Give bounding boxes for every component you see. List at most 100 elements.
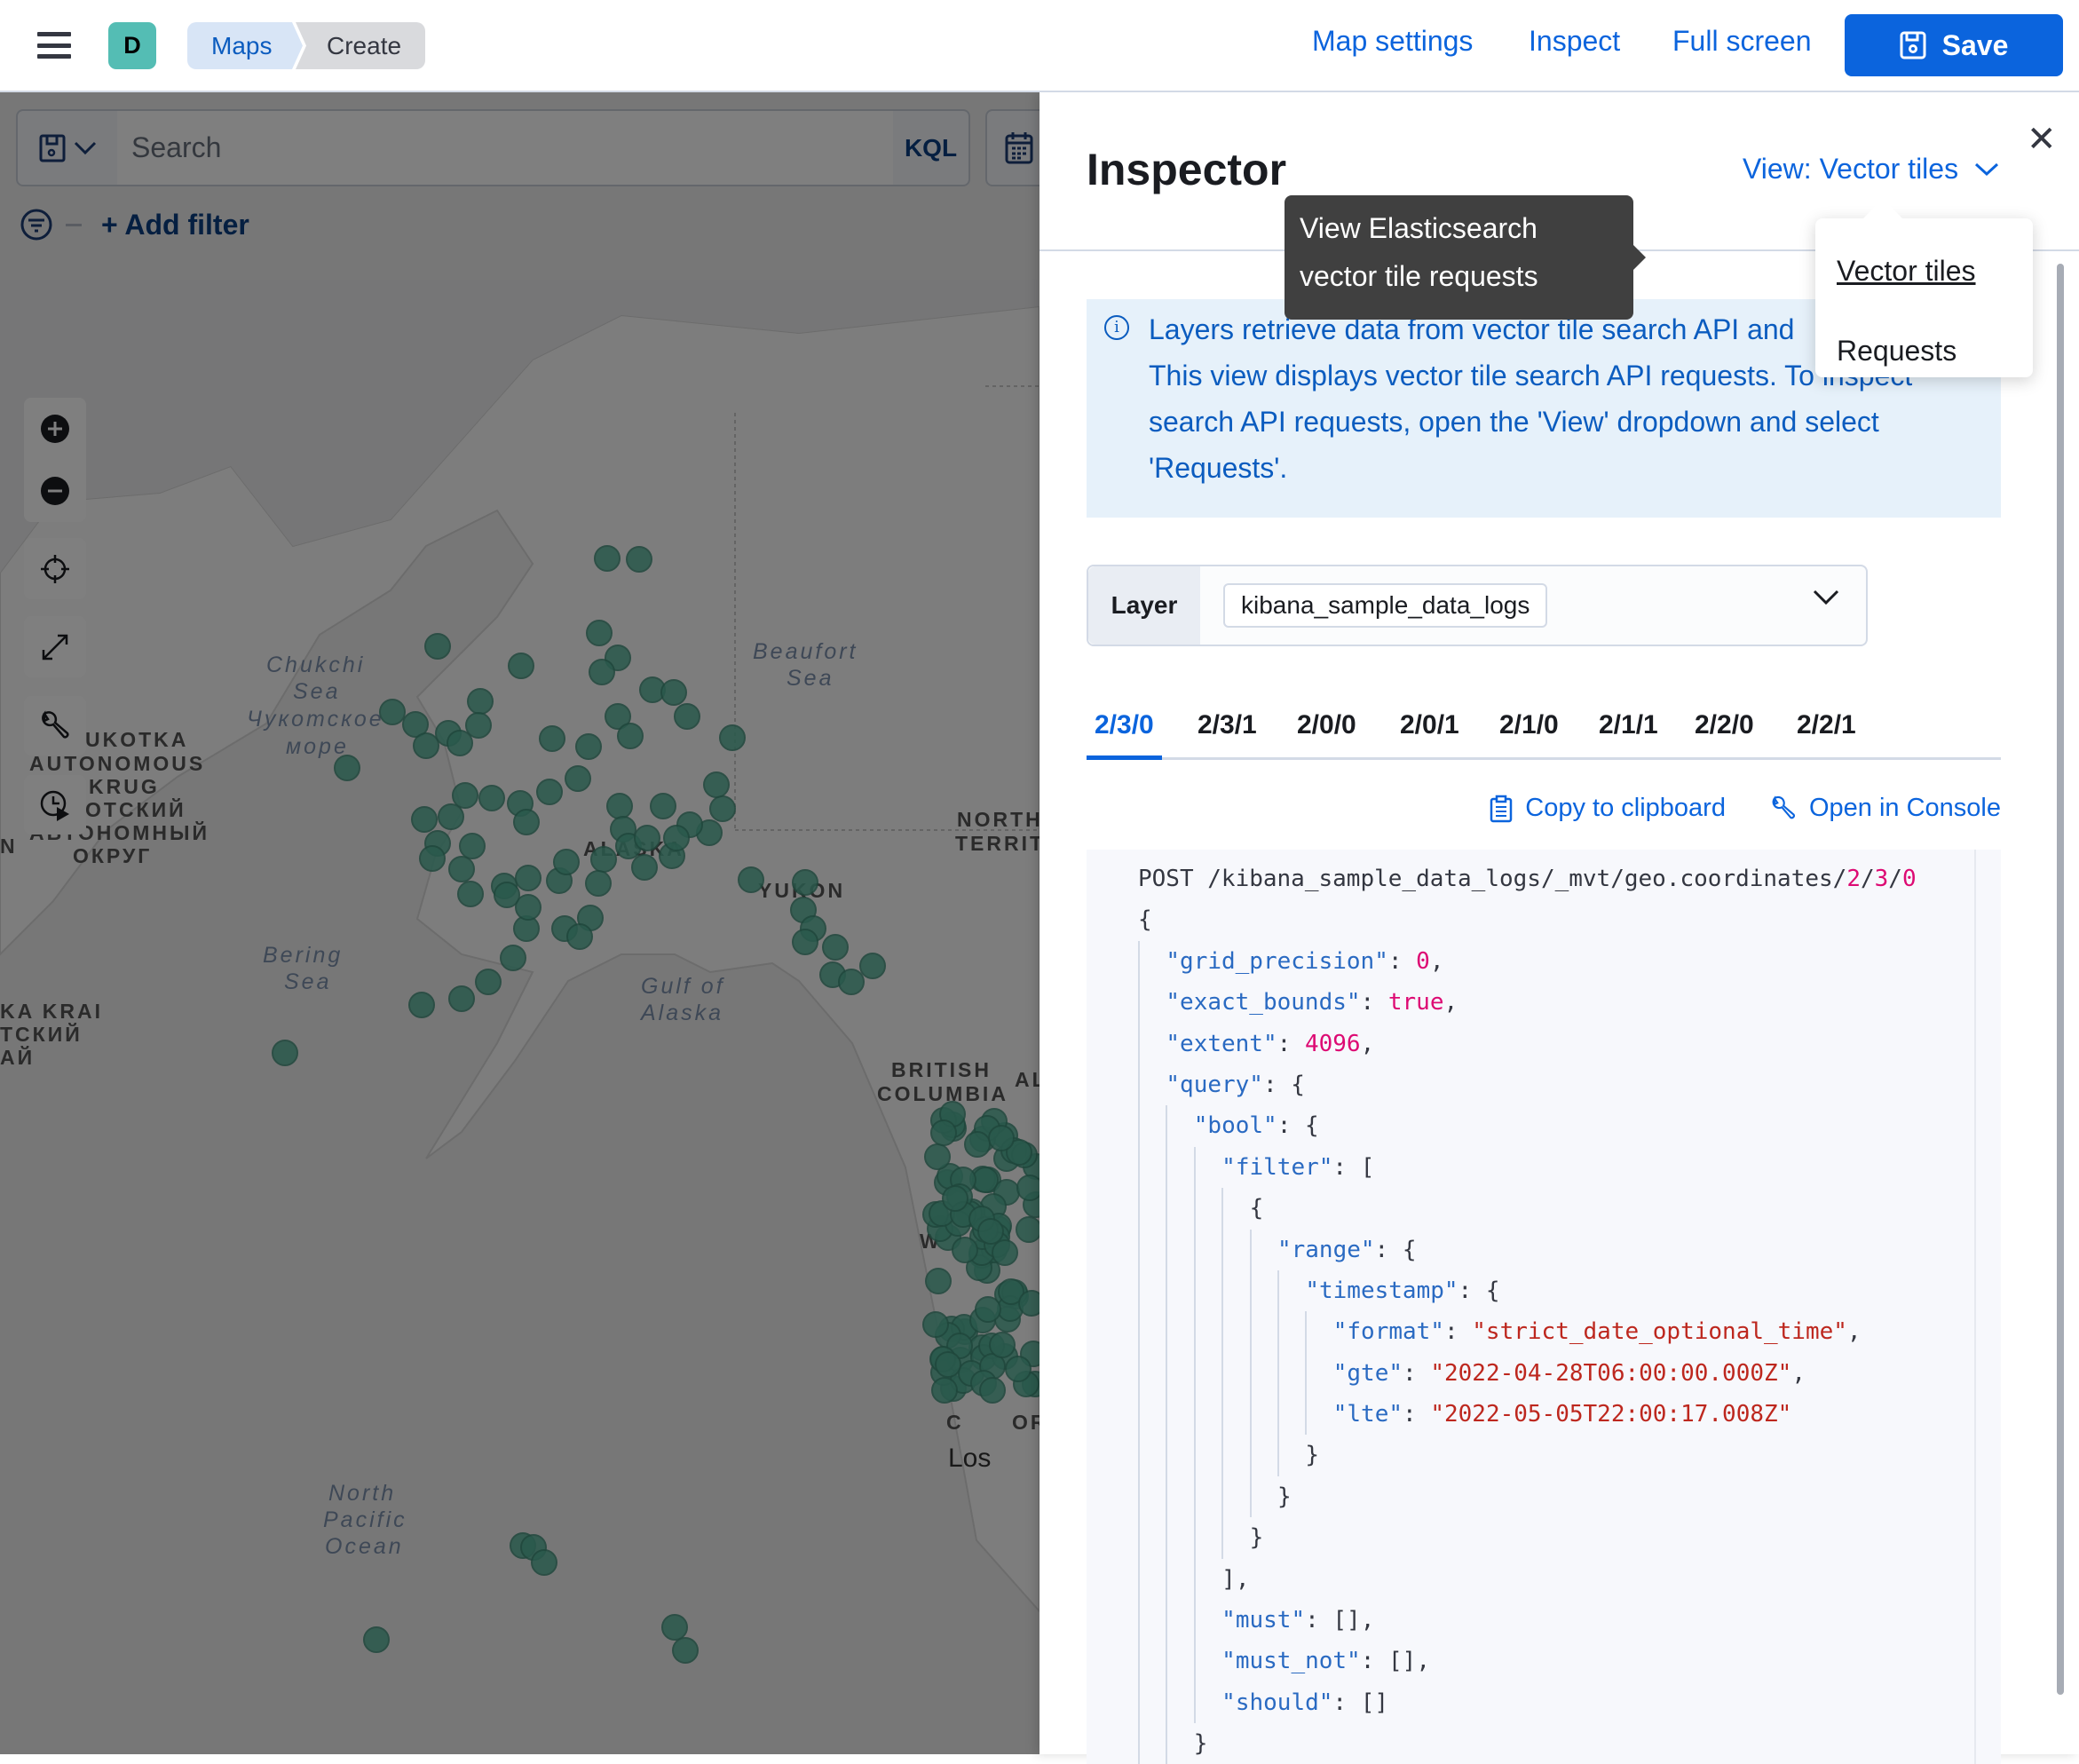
fit-to-data-button[interactable] xyxy=(24,538,86,599)
indent-guide xyxy=(1138,1352,1166,1395)
map-point[interactable] xyxy=(363,1626,391,1653)
map-point[interactable] xyxy=(987,1125,1015,1152)
date-picker-button[interactable] xyxy=(985,109,1040,186)
inspect-link[interactable]: Inspect xyxy=(1529,25,1621,57)
map-point[interactable] xyxy=(419,844,447,872)
map-point[interactable] xyxy=(672,1636,700,1664)
map-point[interactable] xyxy=(1016,1174,1040,1201)
indent-guide xyxy=(1277,1394,1305,1436)
map-point[interactable] xyxy=(424,632,452,660)
map-point[interactable] xyxy=(859,952,887,979)
code-token: / xyxy=(1888,866,1902,892)
map-point[interactable] xyxy=(586,619,613,646)
indent-guide xyxy=(1138,1600,1166,1641)
code-line: } xyxy=(1138,1475,2001,1518)
map-point[interactable] xyxy=(974,1296,1001,1324)
map-point[interactable] xyxy=(662,825,690,852)
full-screen-link[interactable]: Full screen xyxy=(1672,25,1812,57)
indent-guide xyxy=(1193,1270,1221,1312)
map-point[interactable] xyxy=(500,944,527,971)
map-point[interactable] xyxy=(466,688,494,716)
code-actions: Copy to clipboard Open in Console xyxy=(1040,794,2001,823)
map-point[interactable] xyxy=(822,933,850,961)
tile-tabs: 2/3/0 2/3/1 2/0/0 2/0/1 2/1/0 2/1/1 2/2/… xyxy=(1087,705,2001,760)
map-point[interactable] xyxy=(1016,1216,1040,1244)
map-point[interactable] xyxy=(616,723,644,750)
kql-button[interactable]: KQL xyxy=(904,133,958,162)
breadcrumb-maps[interactable]: Maps xyxy=(187,22,303,69)
chevron-down-icon xyxy=(1813,589,1839,605)
map-point[interactable] xyxy=(474,968,502,995)
map-point[interactable] xyxy=(447,985,475,1012)
tab-2-3-0[interactable]: 2/3/0 xyxy=(1087,705,1162,760)
map-point[interactable] xyxy=(1017,1289,1040,1317)
view-dropdown-button[interactable]: View: Vector tiles xyxy=(1743,153,1999,186)
view-option-requests[interactable]: Requests xyxy=(1837,334,1957,367)
save-button[interactable]: Save xyxy=(1845,14,2063,76)
map-point[interactable] xyxy=(930,1376,958,1404)
map-point[interactable] xyxy=(493,882,520,909)
map-point[interactable] xyxy=(934,1351,961,1378)
map-point[interactable] xyxy=(538,725,565,753)
map-point[interactable] xyxy=(979,1376,1007,1404)
indent-guide xyxy=(1166,1146,1193,1189)
tab-2-0-0[interactable]: 2/0/0 xyxy=(1297,710,1356,740)
view-option-vector-tiles[interactable]: Vector tiles xyxy=(1837,254,1976,287)
saved-query-button[interactable] xyxy=(18,111,117,185)
map-point[interactable] xyxy=(552,849,580,876)
open-in-console-button[interactable]: Open in Console xyxy=(1770,794,2001,823)
indent-guide xyxy=(1193,1475,1221,1518)
map-canvas[interactable]: Chukchi Sea Чукотское море Beaufort Sea UKOTKA… xyxy=(0,280,1040,1754)
map-point[interactable] xyxy=(791,928,818,955)
tab-2-1-1[interactable]: 2/1/1 xyxy=(1599,710,1658,740)
indent-guide xyxy=(1166,1435,1193,1476)
tab-2-0-1[interactable]: 2/0/1 xyxy=(1400,710,1459,740)
map-point[interactable] xyxy=(584,870,612,897)
map-point[interactable] xyxy=(718,724,746,751)
menu-icon[interactable] xyxy=(37,32,71,59)
add-filter-button[interactable]: + Add filter xyxy=(101,208,249,241)
layer-select[interactable]: Layer kibana_sample_data_logs xyxy=(1087,565,1868,646)
map-point[interactable] xyxy=(447,855,475,882)
close-icon[interactable]: ✕ xyxy=(2027,120,2057,159)
chevron-down-icon xyxy=(74,141,97,154)
indent-guide xyxy=(1166,1394,1193,1436)
map-point[interactable] xyxy=(535,778,563,805)
map-point[interactable] xyxy=(631,854,659,882)
map-point[interactable] xyxy=(412,732,439,759)
zoom-out-icon[interactable] xyxy=(40,476,70,506)
map-point[interactable] xyxy=(673,702,700,730)
map-point[interactable] xyxy=(702,771,730,799)
scrollbar[interactable] xyxy=(2057,264,2064,1695)
map-point[interactable] xyxy=(589,846,617,874)
wrench-icon xyxy=(1772,795,1795,819)
filter-icon[interactable] xyxy=(20,208,53,241)
map-point[interactable] xyxy=(791,868,818,896)
map-point[interactable] xyxy=(514,865,541,892)
tools-button[interactable] xyxy=(24,696,86,755)
map-point[interactable] xyxy=(530,1548,557,1576)
map-point[interactable] xyxy=(951,1237,978,1264)
map-point[interactable] xyxy=(737,866,764,893)
map-point[interactable] xyxy=(508,652,535,679)
full-screen-map-button[interactable] xyxy=(24,616,86,677)
map-point[interactable] xyxy=(941,1185,968,1213)
map-point[interactable] xyxy=(565,922,593,950)
tab-2-3-1[interactable]: 2/3/1 xyxy=(1198,710,1257,740)
timeslider-button[interactable] xyxy=(24,775,86,835)
copy-to-clipboard-button[interactable]: Copy to clipboard xyxy=(1490,794,1726,823)
map-label: Sea xyxy=(787,666,834,691)
search-input[interactable]: Search xyxy=(117,111,893,185)
map-point[interactable] xyxy=(924,1268,952,1295)
tab-2-2-0[interactable]: 2/2/0 xyxy=(1695,710,1754,740)
space-avatar[interactable]: D xyxy=(108,22,156,69)
map-settings-link[interactable]: Map settings xyxy=(1312,25,1474,57)
map-point[interactable] xyxy=(660,678,687,706)
code-token: , xyxy=(1360,1030,1375,1057)
code-line: "gte": "2022-04-28T06:00:00.000Z", xyxy=(1138,1352,2001,1395)
indent-guide xyxy=(1193,1229,1221,1270)
map-point[interactable] xyxy=(447,729,474,756)
tab-2-1-0[interactable]: 2/1/0 xyxy=(1499,710,1559,740)
tab-2-2-1[interactable]: 2/2/1 xyxy=(1797,710,1856,740)
zoom-in-icon[interactable] xyxy=(40,414,70,444)
